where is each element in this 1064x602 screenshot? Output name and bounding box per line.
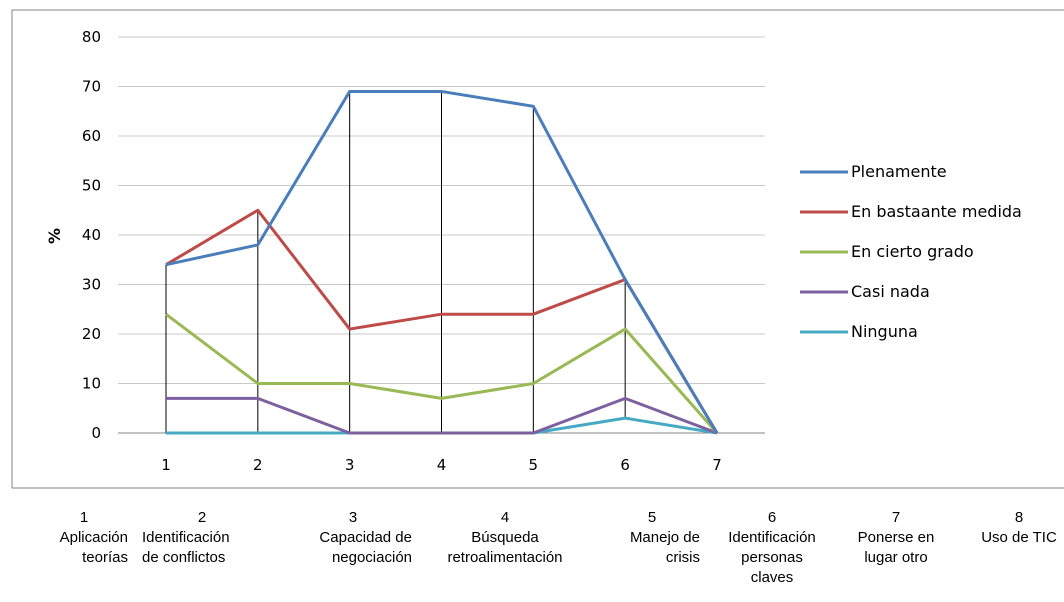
x-tick-label: 3 bbox=[345, 456, 355, 474]
x-tick-label: 2 bbox=[253, 456, 263, 474]
category-label: 4 Búsqueda retroalimentación bbox=[430, 508, 580, 568]
category-text: Aplicación bbox=[59, 529, 128, 546]
series-line-plenamente bbox=[165, 89, 719, 434]
category-text: de conflictos bbox=[142, 549, 226, 566]
category-label: 3 Capacidad de negociación bbox=[294, 508, 412, 568]
category-number: 8 bbox=[1014, 509, 1024, 526]
series-line-casi-nada bbox=[166, 396, 718, 435]
x-tick-label: 7 bbox=[712, 456, 722, 474]
category-label: 7 Ponerse en lugar otro bbox=[846, 508, 946, 568]
y-tick-label: 20 bbox=[82, 325, 101, 343]
y-tick-label: 10 bbox=[82, 375, 101, 393]
y-tick-label: 60 bbox=[82, 127, 101, 145]
category-text: teorías bbox=[82, 549, 128, 566]
series-lines bbox=[165, 89, 719, 435]
y-tick-label: 40 bbox=[82, 226, 101, 244]
category-text: Manejo de bbox=[629, 529, 700, 546]
y-tick-label: 30 bbox=[82, 276, 101, 294]
category-number: 5 bbox=[647, 509, 657, 526]
category-number: 4 bbox=[500, 509, 510, 526]
category-number: 2 bbox=[197, 509, 207, 526]
y-tick-labels: 0 10 20 30 40 50 60 70 80 bbox=[82, 28, 101, 442]
category-label: 2 Identificación de conflictos bbox=[142, 508, 262, 568]
legend-label: Ninguna bbox=[851, 322, 918, 341]
x-tick-label: 4 bbox=[437, 456, 447, 474]
category-label: 5 Manejo de crisis bbox=[604, 508, 700, 568]
category-label: 8 Uso de TIC bbox=[964, 508, 1064, 548]
y-axis-label: % bbox=[45, 228, 64, 244]
category-label: 6 Identificación personas claves bbox=[712, 508, 832, 588]
category-text: personas bbox=[741, 549, 803, 566]
legend: Plenamente En bastaante medida En cierto g… bbox=[800, 162, 1022, 341]
x-tick-label: 6 bbox=[620, 456, 630, 474]
y-tick-label: 70 bbox=[82, 78, 101, 96]
category-text: retroalimentación bbox=[447, 549, 563, 566]
category-number: 6 bbox=[767, 509, 777, 526]
legend-label: Plenamente bbox=[851, 162, 947, 181]
category-text: Uso de TIC bbox=[981, 529, 1057, 546]
x-tick-label: 1 bbox=[161, 456, 171, 474]
category-text: Ponerse en bbox=[857, 529, 935, 546]
category-text: Capacidad de bbox=[319, 529, 412, 546]
category-text: Búsqueda bbox=[471, 529, 539, 546]
category-number: 7 bbox=[891, 509, 901, 526]
category-text: lugar otro bbox=[864, 549, 928, 566]
category-text: Identificación bbox=[728, 529, 816, 546]
drop-lines bbox=[165, 91, 626, 433]
y-tick-label: 0 bbox=[91, 424, 101, 442]
legend-label: En bastaante medida bbox=[851, 202, 1022, 221]
x-tick-labels: 1 2 3 4 5 6 7 bbox=[161, 456, 722, 474]
category-text: claves bbox=[750, 569, 794, 586]
category-label: 1 Aplicación teorías bbox=[40, 508, 128, 568]
category-number: 3 bbox=[348, 509, 358, 526]
legend-label: Casi nada bbox=[851, 282, 930, 301]
y-tick-label: 50 bbox=[82, 177, 101, 195]
series-line-en-cierto-grado bbox=[165, 313, 719, 434]
category-text: negociación bbox=[331, 549, 412, 566]
y-tick-label: 80 bbox=[82, 28, 101, 46]
legend-label: En cierto grado bbox=[851, 242, 974, 261]
category-text: Identificación bbox=[142, 529, 230, 546]
category-text: crisis bbox=[665, 549, 700, 566]
chart-border bbox=[11, 9, 1064, 489]
category-number: 1 bbox=[79, 509, 89, 526]
x-tick-label: 5 bbox=[529, 456, 539, 474]
